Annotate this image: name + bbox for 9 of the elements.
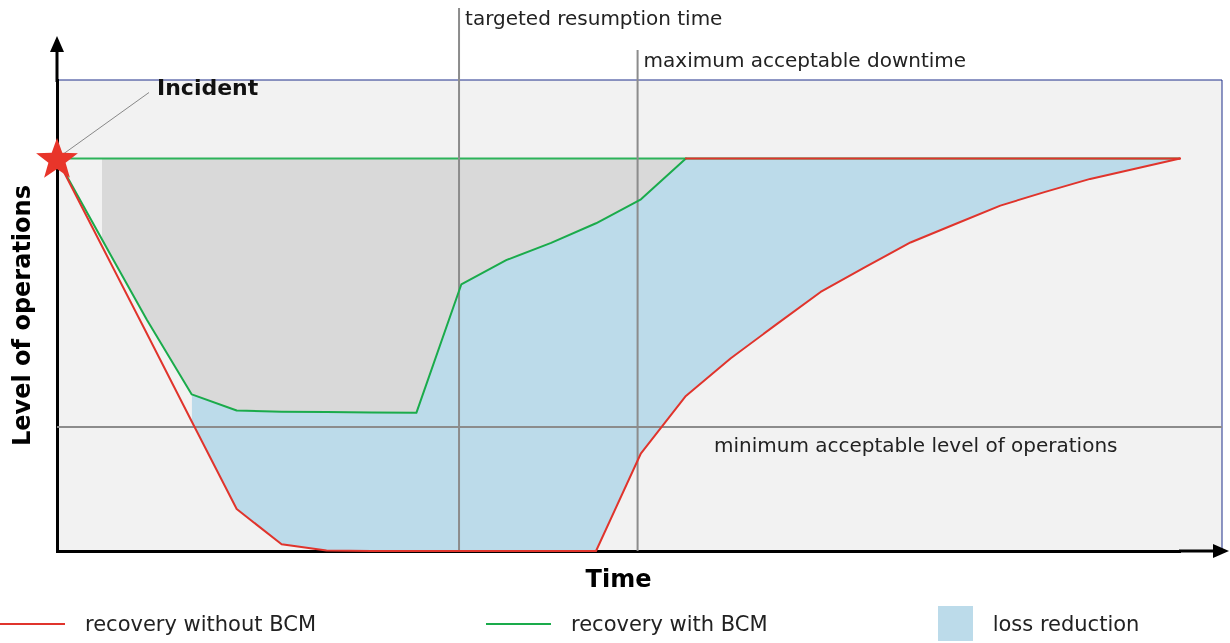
text: maximum acceptable downtime xyxy=(643,48,967,73)
ref-line-label: minimum acceptable level of operations xyxy=(713,433,1118,458)
text: targeted resumption time xyxy=(465,6,723,31)
legend-label: loss reduction xyxy=(992,611,1140,636)
legend-label: recovery with BCM xyxy=(571,611,768,636)
legend-label: recovery without BCM xyxy=(85,611,317,636)
x-axis-title: Time xyxy=(585,564,652,593)
y-axis-title: Level of operations xyxy=(7,185,36,446)
annotation: Incident xyxy=(157,75,259,101)
